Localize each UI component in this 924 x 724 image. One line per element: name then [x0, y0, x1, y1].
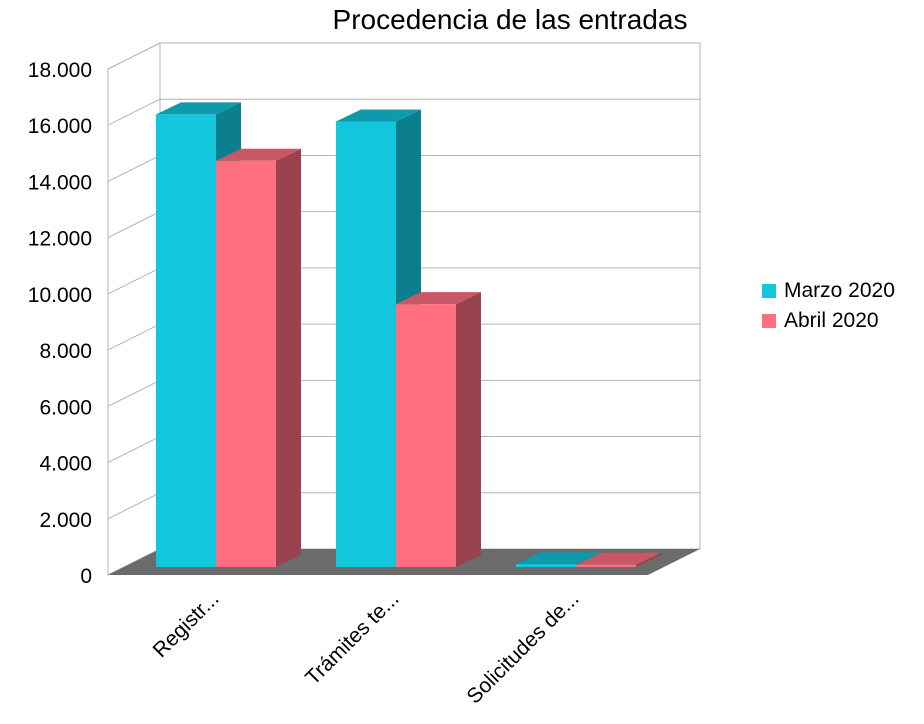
x-tick-label-2: Solicitudes de...: [462, 587, 583, 708]
legend-label-abril: Abril 2020: [784, 309, 879, 332]
x-tick-label-1: Trámites te...: [301, 587, 403, 689]
gridline-side-5: [107, 267, 161, 295]
legend-label-marzo: Marzo 2020: [784, 279, 895, 302]
gridline-side-1: [107, 492, 161, 520]
x-tick-label-0: Registr...: [149, 587, 224, 662]
y-tick-label-2: 4.000: [39, 453, 92, 476]
y-tick-label-6: 12.000: [28, 228, 92, 251]
y-tick-label-5: 10.000: [28, 284, 92, 307]
y-tick-label-7: 14.000: [28, 171, 92, 194]
bar-1-1: [396, 304, 456, 567]
bar-1-1-side: [456, 292, 481, 567]
bar-2-1-top: [576, 552, 661, 565]
bar-2-1: [576, 564, 636, 567]
gridline-side-9: [107, 42, 161, 70]
gridline-side-8: [107, 98, 161, 126]
bar-0-1-side: [276, 148, 301, 568]
chart-title: Procedencia de las entradas: [332, 4, 688, 35]
left-wall: [107, 42, 161, 576]
gridline-side-2: [107, 436, 161, 464]
y-tick-label-4: 8.000: [39, 340, 92, 363]
bar-0-0-top: [156, 102, 241, 115]
legend-swatch-abril: [762, 314, 776, 328]
y-tick-label-0: 0: [80, 565, 92, 588]
bar-1-0-top: [336, 109, 421, 122]
gridline-side-6: [107, 211, 161, 239]
bar-0-1-top: [216, 148, 301, 161]
gridline-side-4: [107, 323, 161, 351]
y-tick-label-3: 6.000: [39, 396, 92, 419]
bar-1-0: [336, 121, 396, 567]
bar-1-1-top: [396, 292, 481, 305]
legend-item-abril: Abril 2020: [762, 306, 895, 336]
bar-2-1-side: [636, 552, 661, 567]
y-tick-label-9: 18.000: [28, 59, 92, 82]
y-tick-label-1: 2.000: [39, 509, 92, 532]
y-tick-label-8: 16.000: [28, 115, 92, 138]
bar-0-1: [216, 160, 276, 568]
legend-item-marzo: Marzo 2020: [762, 276, 895, 306]
bar-0-0: [156, 114, 216, 568]
gridline-side-7: [107, 154, 161, 182]
legend-swatch-marzo: [762, 284, 776, 298]
gridline-side-3: [107, 379, 161, 407]
bar-2-0: [516, 564, 576, 567]
bar-2-0-top: [516, 552, 601, 565]
legend: Marzo 2020 Abril 2020: [762, 276, 895, 336]
